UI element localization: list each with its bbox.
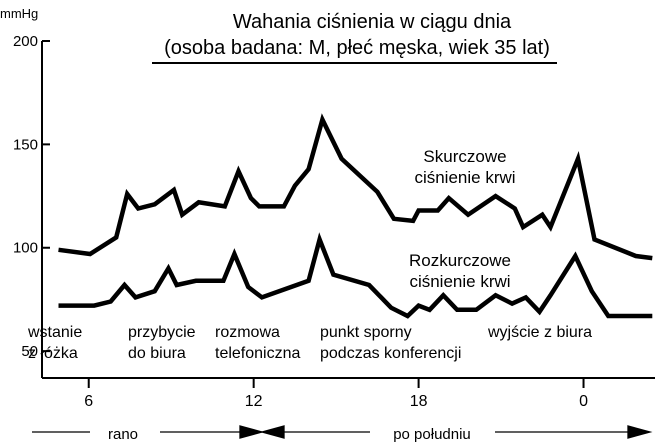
x-tick-label: 6: [84, 393, 93, 410]
y-axis-label: mmHg: [0, 6, 38, 21]
chart-title: Wahania ciśnienia w ciągu dnia: [233, 11, 512, 33]
x-tick-label: 18: [410, 393, 428, 410]
x-tick-label: 0: [579, 393, 588, 410]
annotation: punkt sporny: [320, 324, 412, 341]
period-arrows: [32, 425, 653, 439]
period-label: po południu: [393, 426, 471, 443]
x-tick-label: 12: [245, 393, 263, 410]
annotation: rozmowa: [215, 324, 280, 341]
annotation: podczas konferencji: [320, 345, 461, 362]
period-label: rano: [108, 426, 138, 443]
series-line: [58, 113, 653, 261]
annotation: do biura: [128, 345, 186, 362]
y-tick-label: 100: [13, 240, 38, 257]
annotation: wyjście z biura: [487, 324, 592, 341]
chart-subtitle: (osoba badana: M, płeć męska, wiek 35 la…: [164, 37, 550, 59]
series-line: [58, 232, 653, 319]
y-tick-label: 50: [21, 343, 38, 360]
annotation: z łóżka: [28, 345, 78, 362]
series-label: Skurczowe ciśnienie krwi: [414, 147, 516, 187]
series-label: Rozkurczowe ciśnienie krwi: [408, 251, 512, 291]
annotation: wstanie: [27, 324, 82, 341]
y-tick-label: 150: [13, 136, 38, 153]
y-tick-label: 200: [13, 33, 38, 50]
annotation: telefoniczna: [215, 345, 300, 362]
annotation: przybycie: [128, 324, 196, 341]
